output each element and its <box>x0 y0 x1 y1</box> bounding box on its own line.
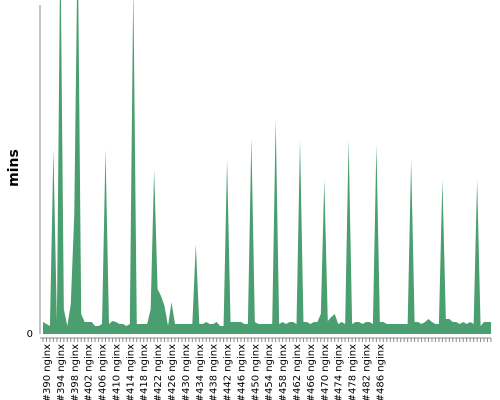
x-ticks <box>42 338 492 342</box>
x-tick-label: #434 nginx <box>195 344 206 400</box>
data-area <box>43 0 491 334</box>
x-tick-label: #482 nginx <box>361 344 372 400</box>
x-tick-label: #446 nginx <box>236 344 247 400</box>
x-tick-label: #438 nginx <box>209 344 220 400</box>
y-tick-label: 0 <box>27 329 33 340</box>
plot-area <box>43 0 491 334</box>
x-tick-label: #442 nginx <box>223 344 234 400</box>
x-tick-label: #418 nginx <box>139 344 150 400</box>
y-ticks: 0 <box>27 329 33 340</box>
x-tick-label: #394 nginx <box>56 344 67 400</box>
x-tick-label: #422 nginx <box>153 344 164 400</box>
x-tick-label: #474 nginx <box>334 344 345 400</box>
x-tick-label: #410 nginx <box>111 344 122 400</box>
y-axis-title: mins <box>6 149 22 187</box>
x-tick-label: #462 nginx <box>292 344 303 400</box>
x-tick-label: #478 nginx <box>348 344 359 400</box>
x-tick-label: #402 nginx <box>84 344 95 400</box>
x-tick-label: #450 nginx <box>250 344 261 400</box>
x-tick-label: #390 nginx <box>42 344 53 400</box>
x-tick-labels: #390 nginx #394 nginx #398 nginx #402 nginx… <box>42 344 386 400</box>
x-tick-label: #430 nginx <box>181 344 192 400</box>
x-tick-label: #458 nginx <box>278 344 289 400</box>
x-tick-label: #426 nginx <box>167 344 178 400</box>
x-tick-label: #398 nginx <box>70 344 81 400</box>
x-tick-label: #486 nginx <box>375 344 386 400</box>
x-tick-label: #466 nginx <box>306 344 317 400</box>
x-tick-label: #406 nginx <box>98 344 109 400</box>
x-tick-label: #470 nginx <box>320 344 331 400</box>
x-tick-label: #414 nginx <box>125 344 136 400</box>
x-tick-label: #454 nginx <box>264 344 275 400</box>
